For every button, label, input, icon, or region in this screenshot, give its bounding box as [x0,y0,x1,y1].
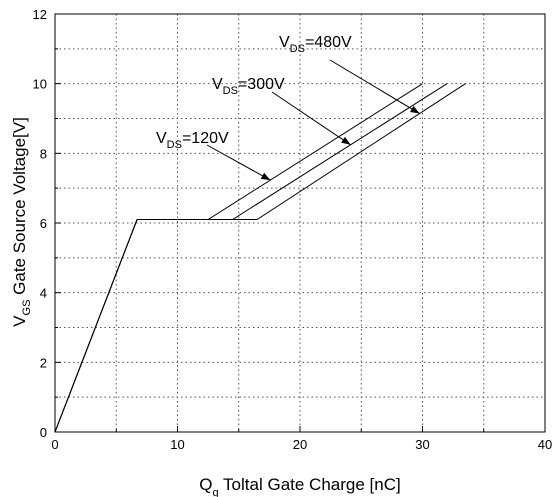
series-line-2 [54,83,466,433]
x-axis-title: Qg Toltal Gate Charge [nC] [199,475,400,497]
annotation-arrow-line-2 [329,59,420,114]
annotation-arrow-line-0 [206,144,271,181]
y-tick-label: 12 [33,7,47,22]
x-tick-label: 30 [415,437,429,452]
annotation-vds-300-rest: =300V [238,76,285,93]
y-axis-title-rest: Gate Source Voltage[V] [10,117,29,299]
annotation-arrows [206,59,420,181]
x-tick-label: 10 [170,437,184,452]
annotation-arrow-head-1 [341,136,351,145]
annotation-vds-300-main: V [212,76,223,93]
tick-labels: 0 10 20 30 40 0 2 4 6 8 10 12 [33,7,553,452]
annotation-vds-120-sub: DS [167,139,182,151]
x-tick-label: 40 [538,437,552,452]
annotation-arrow-head-2 [410,105,420,114]
y-axis-title: VGS Gate Source Voltage[V] [10,117,33,327]
x-tick-label: 20 [293,437,307,452]
y-tick-label: 2 [40,355,47,370]
y-axis-title-sub: GS [21,300,33,316]
series-lines [54,83,466,433]
grid-lines [55,14,545,432]
x-axis-title-sub: g [213,487,219,497]
annotation-vds-480-sub: DS [290,43,305,55]
y-tick-label: 8 [40,146,47,161]
y-tick-label: 4 [40,286,47,301]
y-axis-title-main: V [10,315,29,327]
x-axis-title-rest: Toltal Gate Charge [nC] [219,475,401,494]
x-axis-title-main: Q [199,475,212,494]
annotation-arrow-line-1 [271,91,351,146]
annotation-vds-120-rest: =120V [182,130,229,147]
annotation-vds-300: VDS=300V [212,76,285,97]
annotation-vds-480-rest: =480V [305,34,352,51]
annotation-vds-120-main: V [156,130,167,147]
annotation-vds-300-sub: DS [223,85,238,97]
y-tick-label: 6 [40,216,47,231]
annotation-vds-480: VDS=480V [279,34,352,55]
annotation-vds-120: VDS=120V [156,130,229,151]
y-tick-label: 0 [40,425,47,440]
axis-ticks [54,13,546,433]
annotation-arrow-head-0 [260,172,271,181]
annotation-vds-480-main: V [279,34,290,51]
x-tick-label: 0 [51,437,58,452]
y-tick-label: 10 [33,77,47,92]
